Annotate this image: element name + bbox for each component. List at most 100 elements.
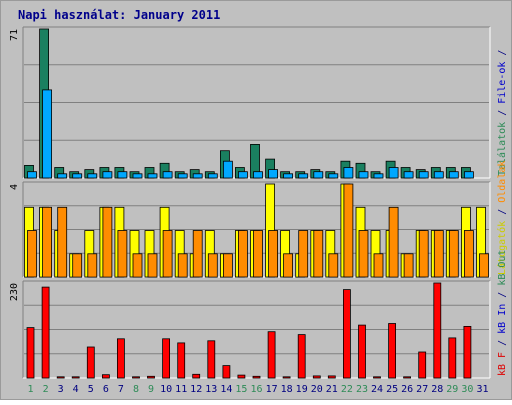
bar-oldalak-day-30 xyxy=(463,230,474,278)
bar-kb-f-day-17 xyxy=(267,331,276,379)
series-legend: kB F / kB In / kB Out xyxy=(497,250,508,376)
x-tick-label-30: 30 xyxy=(461,384,473,395)
bar-oldalak-day-14 xyxy=(222,253,233,278)
legend-part-2: / xyxy=(497,104,508,122)
bar-file-ok-day-16 xyxy=(253,171,263,179)
bar-file-ok-day-2 xyxy=(42,89,52,179)
bar-kb-f-day-19 xyxy=(297,334,306,379)
bar-oldalak-day-10 xyxy=(162,230,173,278)
bar-oldalak-day-9 xyxy=(147,253,158,278)
bar-oldalak-day-22 xyxy=(343,183,354,278)
bar-kb-f-day-1 xyxy=(26,327,35,379)
bar-file-ok-day-9 xyxy=(147,173,158,179)
bar-file-ok-day-8 xyxy=(132,173,143,179)
bar-file-ok-day-27 xyxy=(418,171,429,179)
legend-part-2: / xyxy=(497,334,508,352)
x-tick-label-13: 13 xyxy=(205,384,217,395)
bar-kb-f-day-3 xyxy=(56,376,65,379)
chart-title: Napi használat: January 2011 xyxy=(18,8,220,22)
bar-oldalak-day-6 xyxy=(102,206,113,278)
x-tick-label-6: 6 xyxy=(103,384,109,395)
x-tick-label-20: 20 xyxy=(311,384,323,395)
bar-kb-f-day-4 xyxy=(71,376,80,379)
bar-file-ok-day-7 xyxy=(117,171,128,179)
bar-kb-f-day-7 xyxy=(117,338,125,379)
bar-kb-f-day-8 xyxy=(132,376,140,379)
bar-file-ok-day-12 xyxy=(192,173,203,179)
x-tick-label-15: 15 xyxy=(235,384,247,395)
bar-file-ok-day-20 xyxy=(313,171,324,179)
bar-oldalak-day-7 xyxy=(117,230,128,278)
legend-part-3: kB In xyxy=(497,304,508,334)
bar-file-ok-day-28 xyxy=(433,171,444,179)
bar-oldalak-day-11 xyxy=(177,253,188,278)
x-tick-label-11: 11 xyxy=(175,384,187,395)
bar-file-ok-day-29 xyxy=(448,171,459,179)
legend-part-1: Látogatók xyxy=(496,221,508,275)
bar-oldalak-day-23 xyxy=(358,230,369,278)
panel-2: 4 Látogatók / Oldalak xyxy=(9,161,508,278)
bar-file-ok-day-10 xyxy=(162,171,173,179)
bar-file-ok-day-13 xyxy=(207,173,218,179)
bar-oldalak-day-8 xyxy=(132,253,143,278)
x-tick-label-28: 28 xyxy=(431,384,443,395)
bar-oldalak-day-29 xyxy=(448,230,459,278)
x-tick-label-16: 16 xyxy=(250,384,262,395)
bar-kb-f-day-13 xyxy=(207,340,216,379)
x-tick-label-1: 1 xyxy=(27,384,33,395)
panel-3: 230 kB F / kB In / kB Out xyxy=(9,250,508,379)
bar-oldalak-day-4 xyxy=(72,253,83,278)
legend-part-5: kB Out xyxy=(497,250,508,286)
x-tick-label-25: 25 xyxy=(386,384,398,395)
bar-kb-f-day-24 xyxy=(373,376,381,379)
x-tick-label-12: 12 xyxy=(190,384,202,395)
bar-kb-f-day-21 xyxy=(327,375,336,379)
x-axis-labels: 1 2 3 4 5 6 7 8 9 10 11 12 13 14 15 16 17 18 19 20 21 22 23 24 2… xyxy=(27,384,488,395)
bar-file-ok-day-22 xyxy=(343,167,354,179)
x-tick-label-21: 21 xyxy=(326,384,338,395)
y-axis-max-label: 230 xyxy=(9,283,20,301)
bar-file-ok-day-14 xyxy=(222,160,233,179)
x-tick-label-8: 8 xyxy=(133,384,139,395)
x-tick-label-17: 17 xyxy=(266,384,278,395)
bar-kb-f-day-10 xyxy=(162,338,171,379)
bar-file-ok-day-23 xyxy=(358,171,369,179)
bar-kb-f-day-25 xyxy=(388,323,397,379)
bar-oldalak-day-27 xyxy=(418,230,429,278)
bar-oldalak-day-25 xyxy=(388,206,399,278)
bar-file-ok-day-1 xyxy=(27,171,37,179)
bar-oldalak-day-17 xyxy=(268,230,279,278)
bar-kb-f-day-9 xyxy=(147,375,155,379)
x-tick-label-26: 26 xyxy=(401,384,413,395)
series-legend: Találatok / File-ok / xyxy=(496,50,508,176)
bar-oldalak-day-20 xyxy=(313,230,324,278)
bar-file-ok-day-3 xyxy=(57,173,68,179)
bar-kb-f-day-12 xyxy=(192,373,201,379)
bar-kb-f-day-28 xyxy=(433,282,442,379)
series-legend: Látogatók / Oldalak xyxy=(496,161,508,275)
bar-file-ok-day-26 xyxy=(403,171,414,179)
legend-part-1: Találatok xyxy=(496,122,508,176)
bar-file-ok-day-25 xyxy=(388,167,399,179)
bar-oldalak-day-15 xyxy=(237,230,248,278)
bar-file-ok-day-24 xyxy=(373,173,384,179)
x-tick-label-22: 22 xyxy=(341,384,353,395)
bar-kb-f-day-5 xyxy=(86,346,95,379)
bar-kb-f-day-27 xyxy=(418,351,427,379)
legend-part-3: File-ok xyxy=(497,62,508,104)
x-tick-label-31: 31 xyxy=(476,384,488,395)
legend-part-1: kB F xyxy=(497,352,508,376)
bar-file-ok-day-11 xyxy=(177,173,188,179)
legend-part-4: / xyxy=(497,50,508,62)
bar-kb-f-day-15 xyxy=(237,374,246,379)
bar-kb-f-day-30 xyxy=(463,325,472,379)
bar-kb-f-day-14 xyxy=(222,365,231,379)
bar-oldalak-day-26 xyxy=(403,253,414,278)
bar-file-ok-day-5 xyxy=(87,173,98,179)
bar-file-ok-day-4 xyxy=(72,173,83,179)
bar-file-ok-day-21 xyxy=(328,173,339,179)
bar-kb-f-day-22 xyxy=(342,289,351,379)
x-tick-label-7: 7 xyxy=(118,384,124,395)
bar-oldalak-day-21 xyxy=(328,253,339,278)
